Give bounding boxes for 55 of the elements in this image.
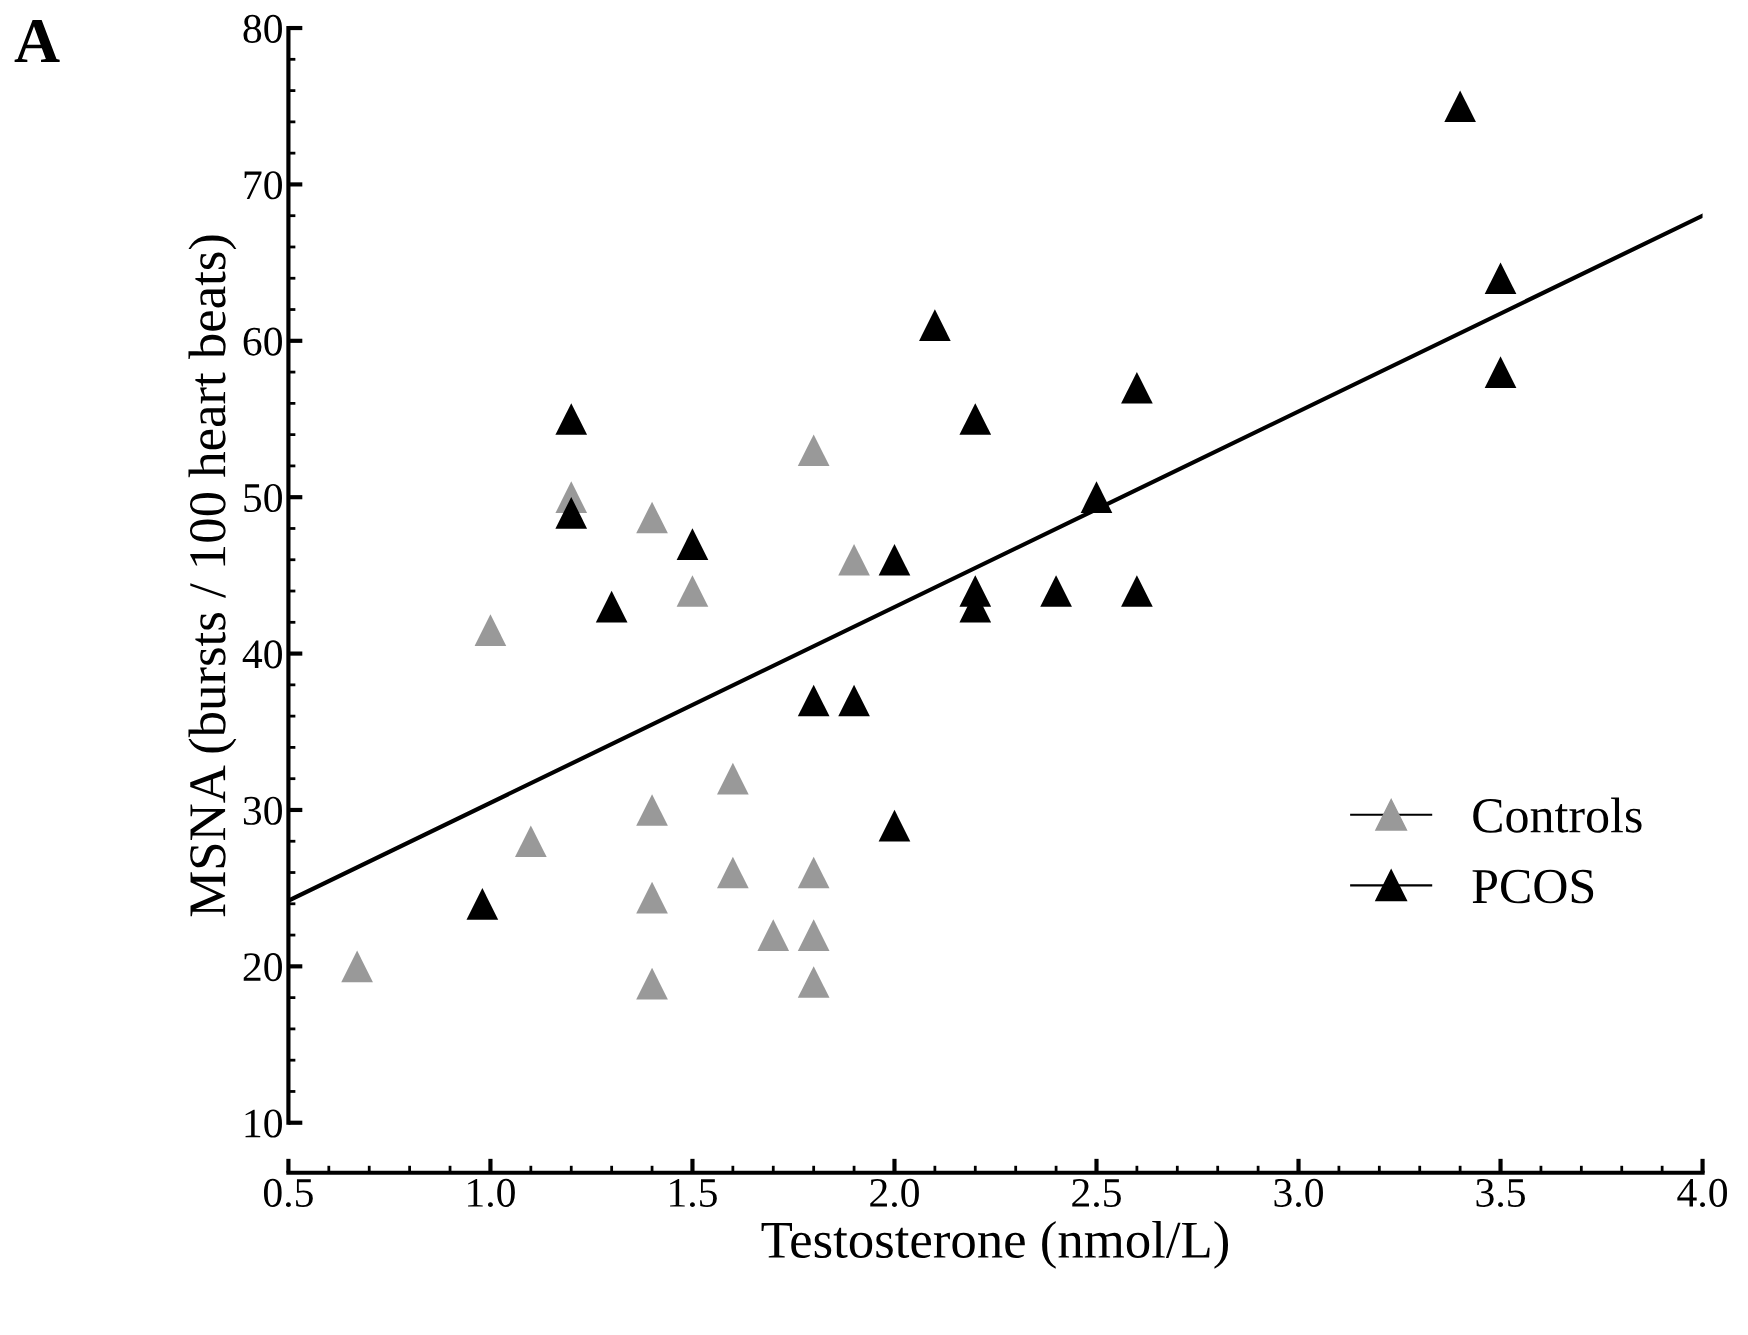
- x-axis-title: Testosterone (nmol/L): [761, 1220, 1229, 1269]
- point: [1121, 575, 1153, 607]
- point: [717, 856, 749, 889]
- point: [757, 919, 790, 951]
- point: [797, 966, 830, 998]
- point: [919, 309, 951, 341]
- point: [636, 501, 668, 534]
- x-tick-label: 1.5: [670, 1179, 717, 1208]
- point: [595, 590, 628, 623]
- point: [838, 684, 870, 717]
- point: [797, 919, 830, 951]
- point: [1080, 481, 1113, 514]
- point: [636, 967, 668, 1000]
- point: [676, 575, 709, 607]
- x-tick-label: 4.0: [1677, 1178, 1727, 1208]
- point: [1040, 575, 1072, 607]
- text: A: [14, 19, 60, 63]
- x-tick-label: 1.0: [468, 1178, 515, 1208]
- point: [676, 528, 709, 560]
- point: [636, 881, 668, 914]
- y-tick-label: 80: [243, 14, 282, 43]
- point: [1484, 262, 1517, 295]
- point: [797, 434, 830, 467]
- y-tick-label: 30: [243, 796, 282, 825]
- x-tick-label: 0.5: [263, 1178, 313, 1208]
- point: [878, 543, 911, 576]
- y-tick-label: 40: [242, 640, 282, 669]
- point: [466, 887, 499, 920]
- legend-label: Controls: [1473, 797, 1642, 833]
- point: [1121, 371, 1153, 404]
- legend-label: PCOS: [1472, 869, 1594, 904]
- point: [797, 856, 830, 889]
- x-tick-label: 3.5: [1476, 1178, 1525, 1208]
- y-axis-title: MSNA (bursts / 100 heart beats): [188, 235, 237, 917]
- point: [555, 403, 588, 435]
- y-tick-label: 50: [244, 483, 282, 513]
- y-tick-label: 60: [243, 327, 282, 356]
- point: [474, 614, 507, 646]
- point: [959, 403, 992, 435]
- point: [878, 809, 911, 842]
- point: [341, 950, 373, 983]
- point: [555, 496, 588, 529]
- point: [515, 825, 547, 858]
- y-tick-label: 20: [243, 953, 282, 982]
- x-tick-label: 2.5: [1072, 1178, 1121, 1208]
- point: [838, 543, 870, 576]
- y-tick-label: 70: [244, 171, 282, 200]
- y-tick-label: 10: [245, 1109, 282, 1138]
- x-tick-label: 3.0: [1274, 1178, 1323, 1208]
- point: [636, 794, 668, 826]
- point: [1444, 90, 1476, 123]
- point: [1484, 356, 1517, 388]
- x-tick-label: 2.0: [870, 1178, 919, 1208]
- point: [797, 684, 830, 717]
- point: [717, 762, 749, 795]
